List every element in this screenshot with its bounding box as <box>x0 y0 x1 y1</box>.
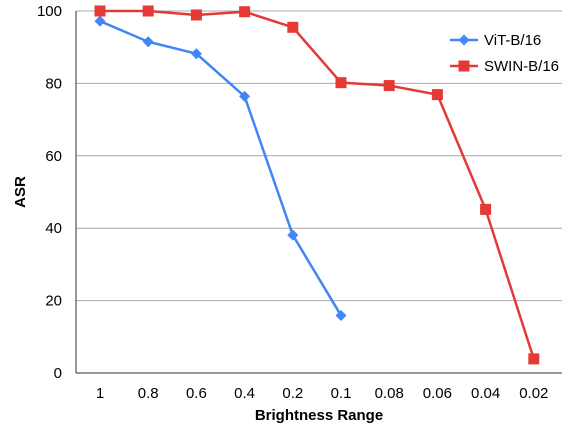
data-point <box>142 5 154 17</box>
y-tick-label: 80 <box>45 75 62 92</box>
data-point <box>431 89 443 101</box>
x-tick-label: 0.4 <box>234 385 255 402</box>
legend-marker <box>458 34 470 46</box>
x-tick-label: 0.04 <box>471 385 500 402</box>
x-tick-label: 0.1 <box>331 385 352 402</box>
legend-item: ViT-B/16 <box>450 32 541 49</box>
y-axis-title: ASR <box>12 176 29 208</box>
x-axis-title: Brightness Range <box>255 407 383 424</box>
legend-item: SWIN-B/16 <box>450 58 559 75</box>
data-point <box>190 48 202 60</box>
y-tick-label: 0 <box>54 365 62 382</box>
data-point <box>94 5 106 17</box>
data-point <box>335 77 347 89</box>
data-point <box>287 229 299 241</box>
data-point <box>335 309 347 321</box>
gridlines <box>76 10 562 302</box>
data-point <box>528 353 540 365</box>
legend-label: ViT-B/16 <box>484 32 541 49</box>
y-tick-label: 100 <box>37 3 62 20</box>
x-tick-label: 0.2 <box>282 385 303 402</box>
data-point <box>480 203 492 215</box>
y-tick-label: 20 <box>45 293 62 310</box>
series-vit-b-16 <box>94 15 347 321</box>
x-tick-label: 0.02 <box>519 385 548 402</box>
y-tick-label: 40 <box>45 220 62 237</box>
data-point <box>190 9 202 21</box>
axes: 0 20 40 60 80 100 1 0.8 0.6 0.4 0.2 0.1 0.08 0.06 0.04… <box>37 3 562 402</box>
data-point <box>287 21 299 33</box>
legend-label: SWIN-B/16 <box>484 58 559 75</box>
x-tick-label: 0.8 <box>138 385 159 402</box>
series-line <box>100 9 535 360</box>
series-group <box>94 5 540 365</box>
data-point <box>383 80 395 92</box>
series-line <box>99 19 343 317</box>
data-point <box>239 90 251 102</box>
x-tick-label: 0.6 <box>186 385 207 402</box>
data-point <box>142 36 154 48</box>
y-tick-label: 60 <box>45 148 62 165</box>
legend: ViT-B/16 SWIN-B/16 <box>450 32 559 75</box>
x-tick-label: 1 <box>96 385 104 402</box>
data-point <box>94 15 106 27</box>
series-swin-b-16 <box>94 5 540 365</box>
legend-marker <box>458 60 470 72</box>
data-point <box>239 6 251 18</box>
x-tick-label: 0.08 <box>375 385 404 402</box>
x-tick-label: 0.06 <box>423 385 452 402</box>
